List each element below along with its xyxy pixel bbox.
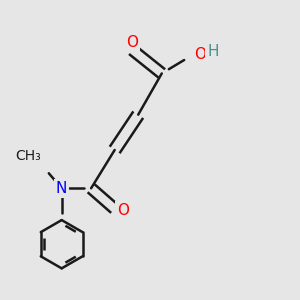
Text: O: O (194, 47, 206, 62)
Text: CH₃: CH₃ (15, 149, 41, 163)
Text: O: O (118, 203, 130, 218)
Text: N: N (56, 181, 68, 196)
Text: O: O (126, 35, 138, 50)
Text: H: H (207, 44, 219, 59)
